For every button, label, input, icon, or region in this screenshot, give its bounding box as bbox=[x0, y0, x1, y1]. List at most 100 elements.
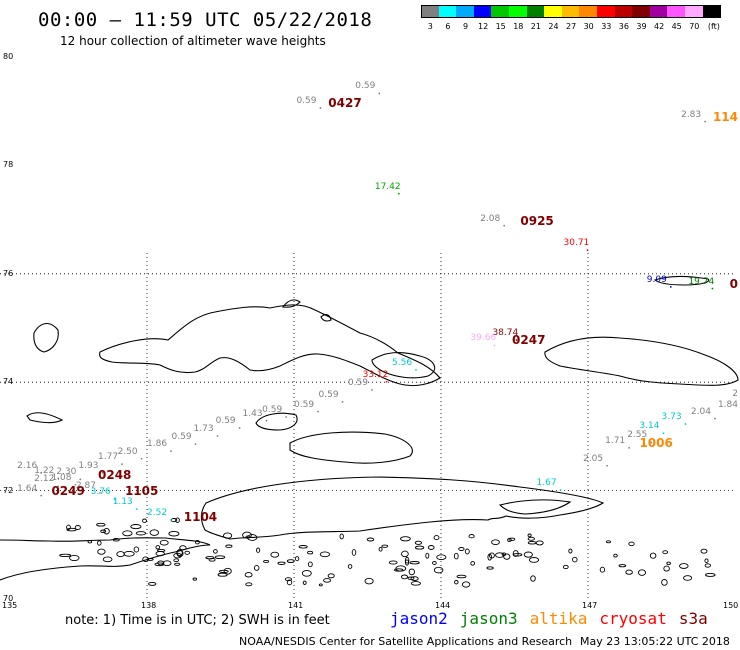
color-scale-label: 39 bbox=[636, 22, 647, 31]
small-island bbox=[408, 568, 415, 576]
observation-dot bbox=[415, 368, 417, 371]
small-island bbox=[319, 551, 331, 558]
x-tick-label: 138 bbox=[141, 601, 157, 610]
small-island bbox=[256, 547, 261, 553]
wave-height-label: 5.56 bbox=[392, 357, 413, 368]
delta-island bbox=[149, 529, 159, 536]
small-island bbox=[155, 545, 161, 550]
delta-island bbox=[142, 518, 147, 523]
wave-height-label: 3.14 bbox=[639, 421, 660, 432]
small-island bbox=[401, 550, 409, 558]
lena-delta-islands bbox=[59, 517, 716, 588]
page-subtitle: 12 hour collection of altimeter wave hei… bbox=[60, 34, 326, 48]
small-island bbox=[347, 564, 353, 569]
small-island bbox=[572, 556, 578, 563]
wave-height-label: 33.12 bbox=[362, 369, 389, 380]
observation-dot bbox=[503, 224, 506, 227]
small-island bbox=[414, 545, 425, 550]
delta-island bbox=[102, 556, 113, 563]
small-island bbox=[488, 552, 495, 559]
small-island bbox=[194, 540, 200, 545]
small-island bbox=[628, 541, 635, 547]
small-island bbox=[666, 561, 671, 566]
small-island bbox=[307, 561, 313, 568]
observation-dot bbox=[628, 447, 631, 449]
color-scale-label: 27 bbox=[566, 22, 577, 31]
wave-height-label: 0.59 bbox=[215, 415, 236, 426]
small-island bbox=[364, 577, 374, 585]
legend-entry-jason3: jason3 bbox=[459, 609, 518, 628]
observation-dot bbox=[385, 380, 388, 383]
small-island bbox=[527, 533, 532, 538]
delta-island bbox=[59, 553, 72, 558]
pass-time-label: 0247 bbox=[512, 333, 546, 348]
wave-height-label: 3.73 bbox=[661, 412, 682, 423]
wave-height-label: 0.59 bbox=[318, 389, 339, 400]
color-scale-swatch bbox=[544, 5, 563, 18]
delta-island bbox=[168, 530, 180, 537]
lyakhovsky-island bbox=[289, 431, 413, 464]
color-scale-swatch bbox=[597, 5, 616, 18]
color-scale-label: 15 bbox=[495, 22, 506, 31]
small-island bbox=[625, 569, 633, 575]
wave-height-label: 2.83 bbox=[681, 109, 702, 120]
observation-dot bbox=[265, 419, 268, 422]
y-tick-label: 72 bbox=[3, 485, 14, 495]
observation-dot bbox=[606, 464, 608, 467]
color-scale-swatch bbox=[438, 5, 457, 18]
small-island bbox=[436, 554, 447, 561]
wave-height-label: 1.13 bbox=[112, 497, 133, 508]
delta-island bbox=[116, 551, 125, 558]
small-island bbox=[286, 579, 293, 586]
observation-dot bbox=[170, 519, 172, 521]
color-scale-label: 3 bbox=[427, 22, 433, 31]
small-island bbox=[512, 553, 523, 557]
small-island bbox=[661, 579, 668, 586]
small-island bbox=[400, 536, 411, 542]
wave-height-label: 1.93 bbox=[78, 460, 99, 471]
delta-island bbox=[133, 546, 140, 553]
small-island bbox=[599, 566, 606, 573]
small-island bbox=[461, 581, 471, 588]
small-island bbox=[381, 544, 389, 548]
observation-dot bbox=[684, 423, 687, 425]
pass-time-label: 114 bbox=[712, 109, 738, 124]
observation-dot bbox=[559, 489, 562, 492]
color-scale-swatch bbox=[667, 5, 686, 18]
wave-height-label: 2.30 bbox=[56, 467, 77, 478]
small-island bbox=[613, 553, 618, 558]
kotelny-island bbox=[99, 304, 441, 387]
pass-time-label: 0925 bbox=[520, 213, 554, 228]
y-tick-label: 70 bbox=[3, 594, 14, 603]
wave-height-label: 19.74 bbox=[688, 276, 715, 287]
small-island bbox=[679, 563, 689, 569]
legend-entry-jason2: jason2 bbox=[390, 609, 448, 628]
pass-time-label: 0248 bbox=[98, 468, 132, 483]
delta-island bbox=[66, 527, 77, 532]
small-island bbox=[527, 536, 535, 541]
observation-dot bbox=[397, 192, 400, 195]
y-tick-label: 78 bbox=[3, 160, 14, 170]
x-tick-label: 147 bbox=[582, 601, 598, 610]
small-island bbox=[409, 561, 420, 565]
small-island bbox=[433, 566, 444, 574]
small-island bbox=[700, 548, 708, 554]
delta-island bbox=[155, 550, 165, 557]
observation-dot bbox=[216, 435, 219, 437]
delta-island bbox=[96, 522, 106, 527]
wave-height-label: 1.86 bbox=[147, 439, 168, 450]
small-island bbox=[245, 582, 253, 587]
small-island bbox=[410, 576, 419, 581]
observation-dot bbox=[121, 463, 123, 466]
small-island bbox=[366, 537, 375, 542]
small-island bbox=[179, 545, 187, 551]
delta-island bbox=[97, 548, 106, 555]
small-island bbox=[217, 572, 228, 577]
delta-island bbox=[157, 560, 165, 566]
observation-dot bbox=[317, 410, 319, 413]
small-island bbox=[404, 557, 410, 564]
small-island bbox=[427, 545, 435, 550]
observation-dot bbox=[57, 485, 60, 488]
observation-dot bbox=[101, 471, 104, 474]
delta-island bbox=[142, 556, 149, 562]
